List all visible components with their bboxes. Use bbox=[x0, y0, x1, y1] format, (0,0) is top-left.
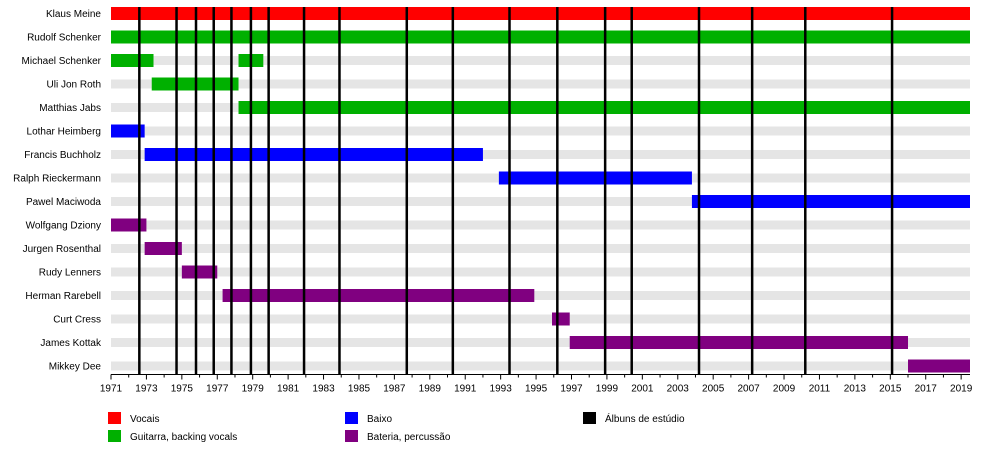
member-label-uli-jon-roth: Uli Jon Roth bbox=[47, 80, 101, 91]
legend-label-drums: Bateria, percussão bbox=[367, 432, 451, 443]
legend-swatch-vocals bbox=[108, 412, 121, 424]
period-bar-michael-schenker bbox=[111, 54, 154, 67]
x-tick-label-2009: 2009 bbox=[773, 384, 796, 395]
row-background-rudy-lenners bbox=[111, 267, 970, 277]
period-bar-rudolf-schenker bbox=[111, 30, 970, 44]
row-background-francis-buchholz bbox=[111, 150, 970, 159]
legend: Vocais Guitarra, backing vocals Baixo Bater… bbox=[108, 412, 685, 443]
album-lines bbox=[138, 7, 894, 375]
x-tick-label-1997: 1997 bbox=[560, 384, 583, 395]
row-background-herman-rarebell bbox=[111, 291, 970, 300]
period-bar-james-kottak bbox=[569, 336, 909, 349]
row-background-lothar-heimberg bbox=[111, 126, 970, 136]
period-bar-ralph-rieckermann bbox=[498, 171, 692, 185]
period-bar-lothar-heimberg bbox=[111, 124, 145, 138]
x-tick-label-1977: 1977 bbox=[206, 384, 229, 395]
member-label-jurgen-rosenthal: Jurgen Rosenthal bbox=[23, 244, 101, 255]
x-tick-label-2011: 2011 bbox=[809, 384, 831, 395]
member-label-curt-cress: Curt Cress bbox=[53, 315, 101, 326]
legend-swatch-drums bbox=[345, 430, 358, 442]
period-bar-klaus-meine bbox=[111, 7, 970, 20]
row-background-michael-schenker bbox=[111, 56, 970, 65]
x-axis: 1971 1973 1975 1977 1979 1981 1983 1985 1987 1989… bbox=[100, 374, 973, 395]
member-label-james-kottak: James Kottak bbox=[40, 338, 102, 349]
x-tick-label-1983: 1983 bbox=[312, 384, 335, 395]
member-label-herman-rarebell: Herman Rarebell bbox=[25, 291, 101, 302]
row-background-uli-jon-roth bbox=[111, 79, 970, 89]
x-tick-label-2003: 2003 bbox=[667, 384, 690, 395]
x-tick-label-1991: 1991 bbox=[454, 384, 477, 395]
member-label-lothar-heimberg: Lothar Heimberg bbox=[27, 127, 101, 138]
row-background-curt-cress bbox=[111, 314, 970, 324]
legend-swatch-bass bbox=[345, 412, 358, 424]
member-label-klaus-meine: Klaus Meine bbox=[46, 9, 101, 20]
x-tick-label-2001: 2001 bbox=[631, 384, 654, 395]
member-label-rudolf-schenker: Rudolf Schenker bbox=[27, 33, 102, 44]
x-tick-label-1987: 1987 bbox=[383, 384, 406, 395]
row-background-jurgen-rosenthal bbox=[111, 244, 970, 253]
period-bar-jurgen-rosenthal bbox=[144, 242, 182, 255]
period-bar-curt-cress bbox=[552, 312, 570, 326]
row-background-mikkey-dee bbox=[111, 361, 970, 371]
x-tick-label-1975: 1975 bbox=[171, 384, 194, 395]
legend-swatch-albums bbox=[583, 412, 596, 424]
x-tick-label-2019: 2019 bbox=[950, 384, 973, 395]
x-tick-label-2007: 2007 bbox=[737, 384, 760, 395]
member-labels: Klaus Meine Rudolf Schenker Michael Schenk… bbox=[13, 9, 102, 373]
member-label-mikkey-dee: Mikkey Dee bbox=[49, 362, 102, 373]
member-label-francis-buchholz: Francis Buchholz bbox=[24, 150, 101, 161]
member-label-michael-schenker: Michael Schenker bbox=[22, 56, 102, 67]
member-label-pawel-maciwoda: Pawel Maciwoda bbox=[26, 197, 101, 208]
legend-label-vocals: Vocais bbox=[130, 414, 159, 425]
x-tick-label-1973: 1973 bbox=[135, 384, 158, 395]
member-label-matthias-jabs: Matthias Jabs bbox=[39, 103, 101, 114]
x-tick-label-1971: 1971 bbox=[100, 384, 123, 395]
x-tick-label-1995: 1995 bbox=[525, 384, 548, 395]
period-bar-wolfgang-dziony bbox=[111, 218, 147, 232]
legend-swatch-guitar bbox=[108, 430, 121, 442]
x-tick-label-1993: 1993 bbox=[490, 384, 513, 395]
legend-label-guitar: Guitarra, backing vocals bbox=[130, 432, 237, 443]
x-tick-label-1981: 1981 bbox=[277, 384, 300, 395]
x-tick-label-1979: 1979 bbox=[242, 384, 265, 395]
member-label-wolfgang-dziony: Wolfgang Dziony bbox=[26, 221, 101, 232]
x-tick-label-1989: 1989 bbox=[419, 384, 442, 395]
x-tick-label-1999: 1999 bbox=[596, 384, 619, 395]
period-bar-herman-rarebell bbox=[222, 289, 535, 302]
x-tick-label-1985: 1985 bbox=[348, 384, 371, 395]
member-label-ralph-rieckermann: Ralph Rieckermann bbox=[13, 174, 101, 185]
row-background-james-kottak bbox=[111, 338, 970, 347]
period-bar-pawel-maciwoda bbox=[691, 195, 970, 208]
row-background-wolfgang-dziony bbox=[111, 220, 970, 230]
period-bar-francis-buchholz bbox=[144, 148, 483, 161]
member-label-rudy-lenners: Rudy Lenners bbox=[39, 268, 101, 279]
legend-label-bass: Baixo bbox=[367, 414, 392, 425]
x-tick-label-2017: 2017 bbox=[915, 384, 938, 395]
row-background-pawel-maciwoda bbox=[111, 197, 970, 206]
legend-label-albums: Álbuns de estúdio bbox=[605, 412, 685, 425]
period-bar-mikkey-dee bbox=[908, 359, 970, 373]
period-bar-rudy-lenners bbox=[181, 265, 218, 279]
x-tick-label-2015: 2015 bbox=[879, 384, 902, 395]
x-tick-label-2013: 2013 bbox=[844, 384, 867, 395]
x-tick-label-2005: 2005 bbox=[702, 384, 725, 395]
